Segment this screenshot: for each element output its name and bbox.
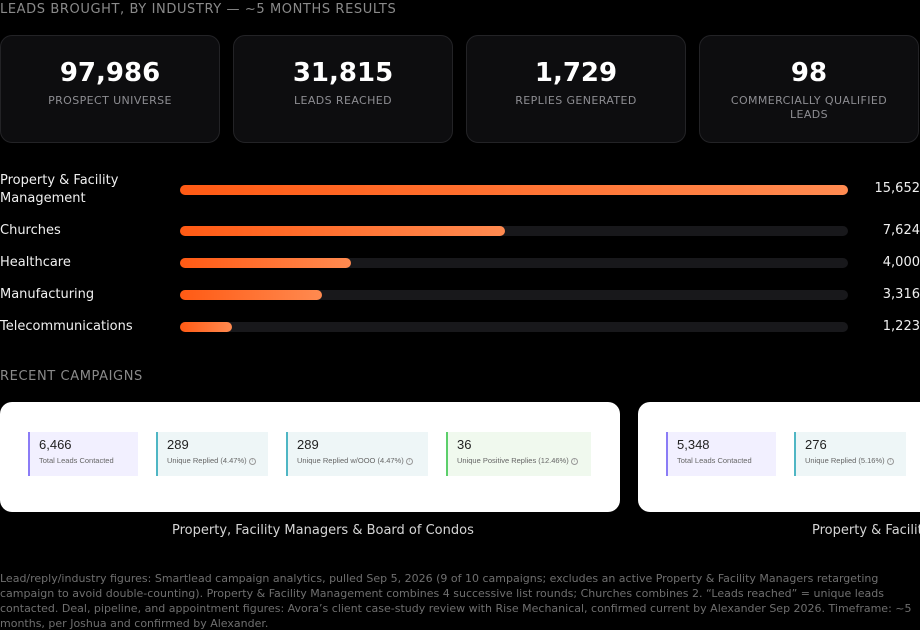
metric-unique-replied: 289 Unique Replied (4.47%) i [156, 432, 268, 476]
campaign-card: 5,348 Total Leads Contacted 276 Unique R… [638, 402, 920, 512]
industry-bar-track [180, 290, 848, 300]
industry-bar-fill [180, 258, 351, 268]
metric-unique-replied: 276 Unique Replied (5.16%) i [794, 432, 906, 476]
campaign-caption: Property & Facility [812, 523, 920, 538]
stat-label: PROSPECT UNIVERSE [48, 94, 172, 107]
stat-card-leads-reached: 31,815 LEADS REACHED [233, 35, 453, 143]
info-icon[interactable]: i [570, 457, 578, 465]
metric-value: 6,466 [39, 437, 72, 452]
stat-card-qualified-leads: 98 COMMERCIALLY QUALIFIED LEADS [699, 35, 919, 143]
metric-value: 36 [457, 437, 472, 452]
metric-label: Unique Replied (5.16%) [805, 456, 885, 465]
stat-label: REPLIES GENERATED [515, 94, 637, 107]
metric-value: 276 [805, 437, 827, 452]
industry-bar-track [180, 258, 848, 268]
metric-label: Total Leads Contacted [39, 456, 114, 465]
industry-value: 4,000 [882, 255, 920, 270]
info-icon[interactable]: i [886, 457, 894, 465]
metric-total-leads: 5,348 Total Leads Contacted [666, 432, 776, 476]
stat-label: LEADS REACHED [293, 94, 393, 107]
metric-total-leads: 6,466 Total Leads Contacted [28, 432, 138, 476]
metric-value: 5,348 [677, 437, 710, 452]
metric-value: 289 [297, 437, 319, 452]
industry-bar-track [180, 185, 848, 195]
industry-value: 3,316 [882, 287, 920, 302]
industry-bar-track [180, 322, 848, 332]
industry-value: 1,223 [882, 319, 920, 334]
industry-value: 7,624 [882, 223, 920, 238]
stats-row: 97,986 PROSPECT UNIVERSE 31,815 LEADS RE… [0, 35, 920, 145]
section-title-recent-campaigns: RECENT CAMPAIGNS [0, 369, 143, 384]
metric-label: Unique Positive Replies (12.46%) [457, 456, 569, 465]
industry-label: Healthcare [0, 255, 71, 270]
stat-value: 97,986 [59, 58, 161, 88]
metric-label-row: Unique Replied w/OOO (4.47%) i [297, 456, 428, 465]
campaign-caption: Property, Facility Managers & Board of C… [172, 523, 474, 538]
stat-label: COMMERCIALLY QUALIFIED LEADS [730, 94, 888, 121]
metric-label-row: Unique Replied (5.16%) i [805, 456, 906, 465]
metric-label-row: Unique Replied (4.47%) i [167, 456, 268, 465]
stat-card-replies-generated: 1,729 REPLIES GENERATED [466, 35, 686, 143]
industry-label: Churches [0, 223, 61, 238]
industry-bar-fill [180, 226, 506, 236]
stat-card-prospect-universe: 97,986 PROSPECT UNIVERSE [0, 35, 220, 143]
metric-positive-replies: 36 Unique Positive Replies (12.46%) i [446, 432, 591, 476]
industry-label: Telecommunications [0, 319, 133, 334]
stat-value: 31,815 [292, 58, 394, 88]
metric-label: Unique Replied (4.47%) [167, 456, 247, 465]
industry-bar-fill [180, 185, 848, 195]
industry-label: Manufacturing [0, 287, 95, 302]
stat-value: 98 [790, 58, 828, 88]
industry-value: 15,652 [874, 181, 920, 196]
industry-bar-track [180, 226, 848, 236]
campaign-card: 6,466 Total Leads Contacted 289 Unique R… [0, 402, 620, 512]
metric-label: Unique Replied w/OOO (4.47%) [297, 456, 404, 465]
metric-label-row: Unique Positive Replies (12.46%) i [457, 456, 591, 465]
info-icon[interactable]: i [405, 457, 413, 465]
industry-bar-fill [180, 290, 322, 300]
industry-label: Property & Facility Management [0, 173, 119, 206]
stat-value: 1,729 [534, 58, 618, 88]
metric-label: Total Leads Contacted [677, 456, 752, 465]
page-title: LEADS BROUGHT, BY INDUSTRY — ~5 MONTHS R… [0, 2, 397, 17]
metric-value: 289 [167, 437, 189, 452]
info-icon[interactable]: i [248, 457, 256, 465]
source-footnote: Lead/reply/industry figures: Smartlead c… [0, 572, 912, 630]
industry-bar-fill [180, 322, 233, 332]
metric-unique-replied-ooo: 289 Unique Replied w/OOO (4.47%) i [286, 432, 428, 476]
